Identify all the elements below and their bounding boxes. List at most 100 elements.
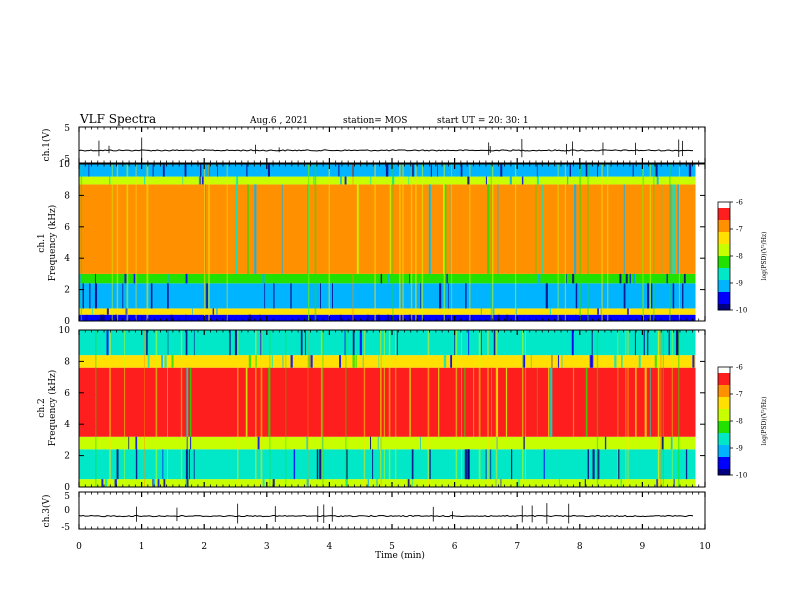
spectrogram-ytick-label: 6 bbox=[64, 223, 70, 233]
colorbar-step bbox=[718, 367, 730, 370]
spectrogram-impulse bbox=[111, 164, 113, 321]
spectrogram-streak bbox=[430, 164, 432, 177]
colorbar-step bbox=[718, 375, 730, 378]
figure-title: VLF Spectra bbox=[79, 112, 156, 126]
colorbar-step bbox=[718, 431, 730, 434]
spectrogram-impulse bbox=[469, 164, 471, 321]
colorbar-step bbox=[718, 409, 730, 412]
spectrogram-streak bbox=[187, 479, 189, 487]
spectrogram-streak bbox=[548, 367, 550, 437]
spectrogram-impulse bbox=[607, 164, 609, 321]
ch3-waveform-frame bbox=[78, 491, 706, 530]
spectrogram-impulse bbox=[649, 164, 651, 321]
spectrogram-impulse bbox=[383, 330, 385, 487]
colorbar-step bbox=[718, 212, 730, 215]
spectrogram-streak bbox=[450, 355, 453, 368]
time-tick-label: 1 bbox=[139, 542, 145, 552]
colorbar-step bbox=[718, 262, 730, 265]
spectrogram-streak bbox=[591, 355, 594, 368]
spectrogram-impulse bbox=[671, 330, 673, 487]
spectrogram-streak bbox=[633, 273, 635, 284]
spectrogram-streak bbox=[530, 355, 532, 368]
spectrogram-impulse bbox=[478, 330, 481, 487]
colorbar-step bbox=[718, 282, 730, 285]
spectrogram-streak bbox=[290, 355, 293, 368]
colorbar-step bbox=[718, 395, 730, 398]
spectrogram-streak bbox=[557, 355, 560, 368]
colorbar-step bbox=[718, 423, 730, 426]
ch1-spectrogram-ylabel-channel: ch.1 bbox=[37, 233, 47, 252]
spectrogram-streak bbox=[683, 273, 686, 284]
spectrogram-streak bbox=[585, 367, 588, 437]
colorbar-tick-label: -8 bbox=[736, 418, 743, 426]
time-axis: 0 1 2 3 4 5 6 7 8 9 10 bbox=[76, 127, 711, 552]
spectrogram-streak bbox=[498, 314, 500, 321]
spectrogram-streak bbox=[625, 273, 628, 284]
spectrogram-impulse bbox=[320, 330, 323, 487]
spectrogram-streak bbox=[597, 308, 599, 315]
spectrogram-streak bbox=[144, 176, 146, 185]
spectrogram-impulse bbox=[147, 164, 149, 321]
spectrogram-streak bbox=[509, 176, 512, 185]
time-tick-label: 2 bbox=[201, 542, 207, 552]
spectrogram-streak bbox=[167, 283, 169, 309]
time-tick-label: 3 bbox=[264, 542, 270, 552]
spectrogram-streak bbox=[409, 273, 410, 284]
ch1-colorbar-gradient bbox=[718, 202, 730, 311]
spectrogram-streak bbox=[346, 479, 348, 487]
ch3-waveform-ylabel: ch.3(V) bbox=[41, 495, 52, 528]
colorbar-step bbox=[718, 407, 730, 410]
spectrogram-impulse bbox=[653, 164, 655, 321]
spectrogram-impulse bbox=[203, 164, 206, 321]
spectrogram-impulse bbox=[514, 164, 517, 321]
spectrogram-streak bbox=[551, 355, 553, 368]
spectrogram-streak bbox=[229, 330, 231, 356]
colorbar-step bbox=[718, 469, 730, 472]
colorbar-step bbox=[718, 439, 730, 442]
spectrogram-streak bbox=[282, 355, 284, 368]
spectrogram-streak bbox=[511, 449, 513, 480]
spectrogram-impulse bbox=[415, 164, 417, 321]
spectrogram-streak bbox=[377, 436, 379, 450]
spectrogram-streak bbox=[464, 367, 466, 437]
colorbar-step bbox=[718, 270, 730, 273]
colorbar-step bbox=[718, 455, 730, 458]
colorbar-step bbox=[718, 465, 730, 468]
colorbar-step bbox=[718, 399, 730, 402]
spectrogram-streak bbox=[420, 436, 421, 450]
spectrogram-streak bbox=[106, 308, 109, 315]
spectrogram-ytick-label: 0 bbox=[64, 317, 70, 327]
spectrogram-streak bbox=[634, 330, 636, 356]
spectrogram-impulse bbox=[627, 330, 629, 487]
spectrogram-streak bbox=[340, 176, 342, 185]
spectrogram-streak bbox=[647, 283, 650, 309]
spectrogram-streak bbox=[600, 308, 602, 315]
spectrogram-impulse bbox=[495, 330, 498, 487]
spectrogram-ytick-label: 6 bbox=[64, 389, 70, 399]
spectrogram-streak bbox=[632, 164, 634, 177]
spectrogram-streak bbox=[543, 449, 545, 480]
spectrogram-streak bbox=[673, 479, 675, 487]
spectrogram-impulse bbox=[521, 330, 524, 487]
spectrogram-streak bbox=[185, 314, 187, 321]
spectrogram-streak bbox=[428, 184, 431, 274]
spectrogram-impulse bbox=[427, 330, 430, 487]
spectrogram-streak bbox=[672, 184, 674, 274]
spectrogram-band bbox=[79, 479, 696, 487]
spectrogram-impulse bbox=[601, 164, 603, 321]
spectrogram-streak bbox=[688, 164, 692, 177]
spectrogram-streak bbox=[94, 283, 98, 309]
spectrogram-streak bbox=[377, 314, 380, 321]
colorbar-tick-label: -10 bbox=[736, 472, 747, 480]
spectrogram-streak bbox=[449, 184, 451, 274]
colorbar-step bbox=[718, 230, 730, 233]
spectrogram-impulse bbox=[451, 164, 453, 321]
colorbar-step bbox=[718, 437, 730, 440]
spectrogram-streak bbox=[685, 449, 688, 480]
spectrogram-streak bbox=[635, 367, 637, 437]
spectrogram-streak bbox=[521, 176, 524, 185]
spectrogram-streak bbox=[617, 449, 620, 480]
spectrogram-streak bbox=[629, 273, 631, 284]
colorbar-step bbox=[718, 421, 730, 424]
